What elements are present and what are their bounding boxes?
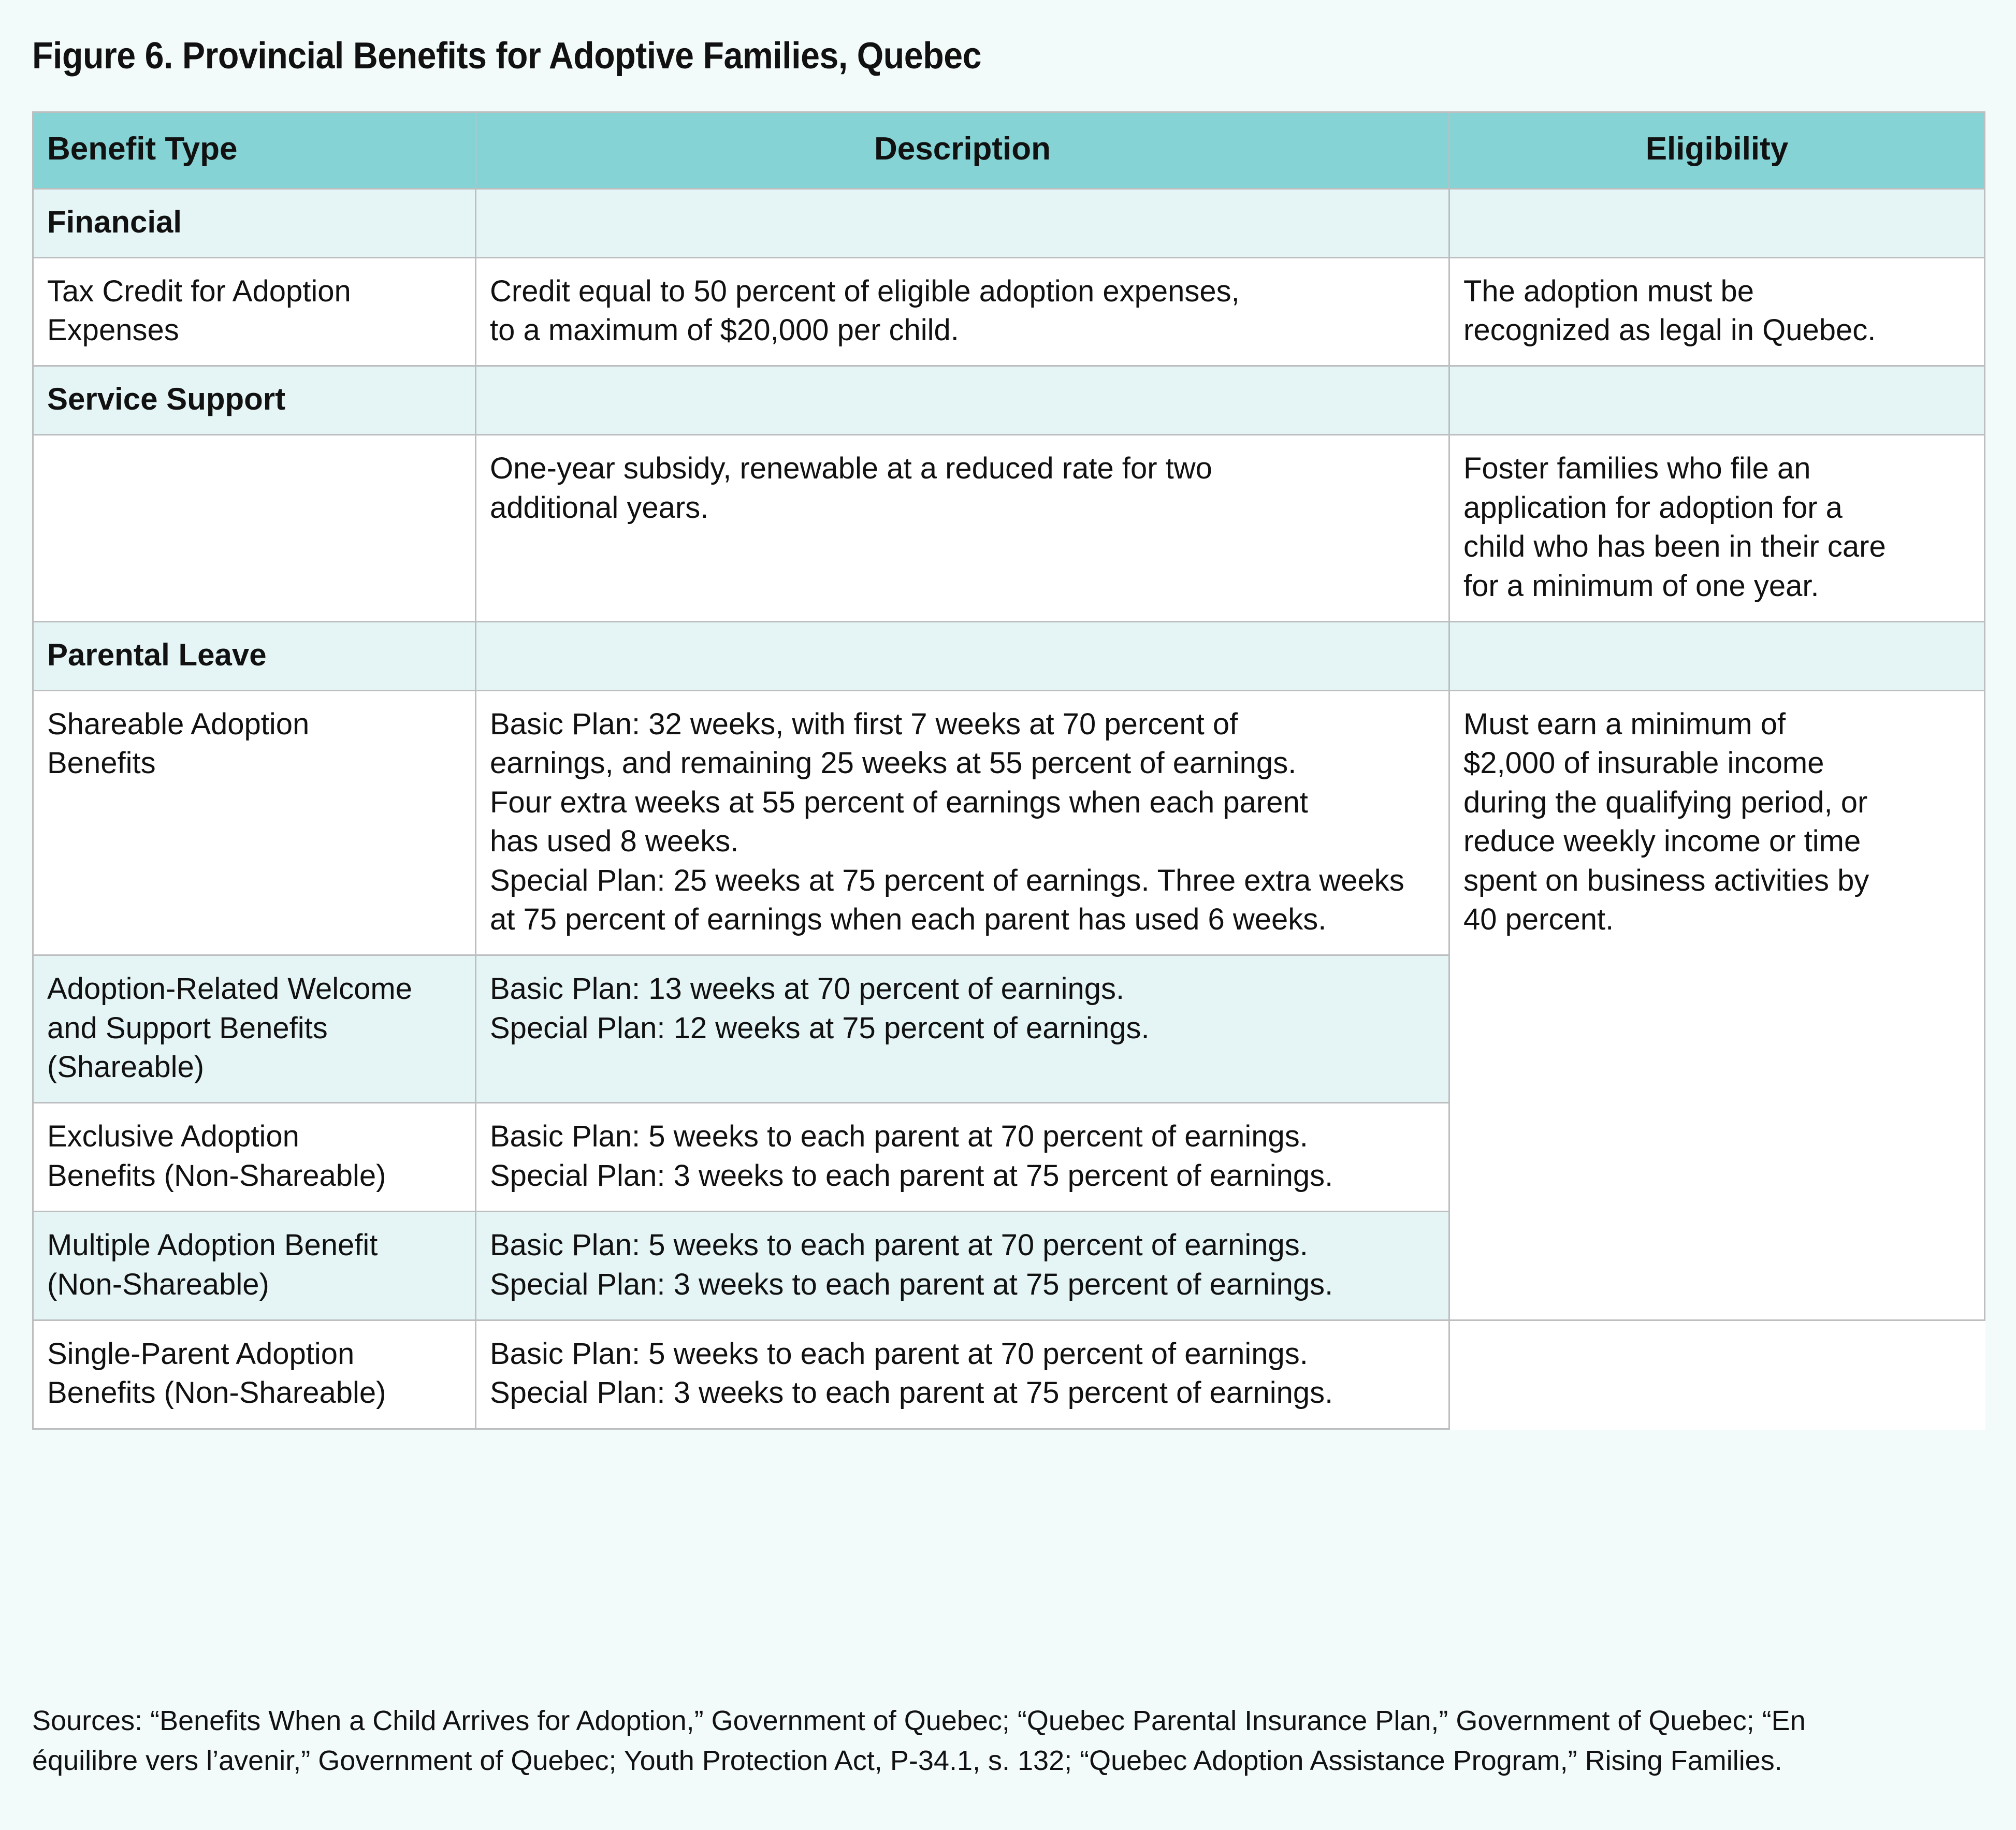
text-line: recognized as legal in Quebec. <box>1463 313 1876 347</box>
text-line: to a maximum of $20,000 per child. <box>490 313 959 347</box>
text-line: Special Plan: 3 weeks to each parent at … <box>490 1158 1333 1193</box>
text-line: for a minimum of one year. <box>1463 569 1819 603</box>
cell-description-single-parent-adoption: Basic Plan: 5 weeks to each parent at 70… <box>475 1319 1450 1430</box>
text-line: Exclusive Adoption <box>47 1120 299 1154</box>
benefits-table-wrapper: Benefit Type Description Eligibility Fin… <box>32 111 1985 1430</box>
section-filler-description <box>475 187 1450 258</box>
section-filler-eligibility <box>1448 365 1985 436</box>
column-header-eligibility: Eligibility <box>1448 111 1985 190</box>
text-line: application for adoption for a <box>1463 490 1843 525</box>
cell-description-multiple-adoption: Basic Plan: 5 weeks to each parent at 70… <box>475 1211 1450 1321</box>
text-line: child who has been in their care <box>1463 530 1886 564</box>
cell-benefit-type-shareable-adoption-benefits: Shareable Adoption Benefits <box>32 689 476 956</box>
text-line: (Shareable) <box>47 1050 205 1084</box>
cell-eligibility-spacer <box>1448 1320 1985 1429</box>
section-row-parental-leave: Parental Leave <box>32 620 1985 691</box>
text-line: Must earn a minimum of <box>1463 707 1786 741</box>
text-line: Multiple Adoption Benefit <box>47 1228 378 1262</box>
cell-benefit-type-multiple-adoption: Multiple Adoption Benefit (Non-Shareable… <box>32 1211 476 1321</box>
text-line: during the qualifying period, or <box>1463 785 1868 819</box>
column-header-description: Description <box>475 111 1450 190</box>
text-line: Four extra weeks at 55 percent of earnin… <box>490 785 1308 819</box>
text-line: reduce weekly income or time <box>1463 824 1861 859</box>
text-line: $2,000 of insurable income <box>1463 746 1824 780</box>
cell-benefit-type-exclusive-adoption: Exclusive Adoption Benefits (Non-Shareab… <box>32 1102 476 1213</box>
table-row-tax-credit: Tax Credit for Adoption Expenses Credit … <box>32 256 1985 367</box>
text-line: Credit equal to 50 percent of eligible a… <box>490 274 1240 308</box>
text-line: at 75 percent of earnings when each pare… <box>490 902 1327 936</box>
cell-eligibility-parental-leave: Must earn a minimum of $2,000 of insurab… <box>1448 689 1985 1321</box>
sources-line-1: Sources: “Benefits When a Child Arrives … <box>32 1705 1806 1736</box>
section-label-parental-leave: Parental Leave <box>32 620 476 691</box>
sources-line-2: équilibre vers l’avenir,” Government of … <box>32 1745 1782 1776</box>
text-line: The adoption must be <box>1463 274 1754 308</box>
cell-description-exclusive-adoption: Basic Plan: 5 weeks to each parent at 70… <box>475 1102 1450 1213</box>
text-line: Basic Plan: 5 weeks to each parent at 70… <box>490 1337 1308 1371</box>
cell-description-subsidy: One-year subsidy, renewable at a reduced… <box>475 434 1450 622</box>
text-line: One-year subsidy, renewable at a reduced… <box>490 452 1212 486</box>
table-body: Financial Tax Credit for Adoption Expens… <box>32 187 1985 1430</box>
sources-note: Sources: “Benefits When a Child Arrives … <box>32 1701 1948 1780</box>
benefits-table: Benefit Type Description Eligibility Fin… <box>32 111 1985 1430</box>
section-label-service-support: Service Support <box>32 365 476 436</box>
text-line: has used 8 weeks. <box>490 824 739 859</box>
table-row-shareable-adoption-benefits: Shareable Adoption Benefits Basic Plan: … <box>32 689 1985 1321</box>
section-filler-eligibility <box>1448 187 1985 258</box>
section-label-financial: Financial <box>32 187 476 258</box>
cell-benefit-type-single-parent-adoption: Single-Parent Adoption Benefits (Non-Sha… <box>32 1319 476 1430</box>
cell-benefit-type-subsidy <box>32 434 476 622</box>
section-filler-eligibility <box>1448 620 1985 691</box>
text-line: Shareable Adoption <box>47 707 310 741</box>
text-line: spent on business activities by <box>1463 863 1869 897</box>
text-line: (Non-Shareable) <box>47 1267 269 1301</box>
text-line: Adoption-Related Welcome <box>47 972 412 1006</box>
cell-eligibility-subsidy: Foster families who file an application … <box>1448 434 1985 622</box>
text-line: Basic Plan: 13 weeks at 70 percent of ea… <box>490 972 1125 1006</box>
header-row: Benefit Type Description Eligibility <box>32 111 1985 190</box>
cell-benefit-type-tax-credit: Tax Credit for Adoption Expenses <box>32 256 476 367</box>
table-row-multiple-adoption: Multiple Adoption Benefit (Non-Shareable… <box>32 1211 1985 1321</box>
text-line: Benefits (Non-Shareable) <box>47 1158 386 1193</box>
text-line: Special Plan: 3 weeks to each parent at … <box>490 1267 1333 1301</box>
cell-description-welcome-support: Basic Plan: 13 weeks at 70 percent of ea… <box>475 954 1450 1104</box>
text-line: Expenses <box>47 313 179 347</box>
table-row-single-parent-adoption: Single-Parent Adoption Benefits (Non-Sha… <box>32 1319 1985 1430</box>
cell-benefit-type-welcome-support: Adoption-Related Welcome and Support Ben… <box>32 954 476 1104</box>
text-line: 40 percent. <box>1463 902 1614 936</box>
text-line: Basic Plan: 5 weeks to each parent at 70… <box>490 1120 1308 1154</box>
section-row-financial: Financial <box>32 187 1985 258</box>
cell-eligibility-tax-credit: The adoption must be recognized as legal… <box>1448 256 1985 367</box>
section-filler-description <box>475 620 1450 691</box>
table-row-exclusive-adoption: Exclusive Adoption Benefits (Non-Shareab… <box>32 1102 1985 1213</box>
text-line: Basic Plan: 5 weeks to each parent at 70… <box>490 1228 1308 1262</box>
section-row-service-support: Service Support <box>32 365 1985 436</box>
section-filler-description <box>475 365 1450 436</box>
table-header: Benefit Type Description Eligibility <box>32 111 1985 190</box>
table-row-subsidy: One-year subsidy, renewable at a reduced… <box>32 434 1985 622</box>
text-line: Foster families who file an <box>1463 452 1811 486</box>
text-line: and Support Benefits <box>47 1011 328 1045</box>
text-line: Special Plan: 12 weeks at 75 percent of … <box>490 1011 1150 1045</box>
text-line: Special Plan: 25 weeks at 75 percent of … <box>490 863 1404 897</box>
text-line: Basic Plan: 32 weeks, with first 7 weeks… <box>490 707 1238 741</box>
text-line: additional years. <box>490 490 709 525</box>
text-line: Special Plan: 3 weeks to each parent at … <box>490 1376 1333 1410</box>
figure-title: Figure 6. Provincial Benefits for Adopti… <box>32 35 981 77</box>
column-header-benefit-type: Benefit Type <box>32 111 476 190</box>
cell-description-tax-credit: Credit equal to 50 percent of eligible a… <box>475 256 1450 367</box>
text-line: Benefits (Non-Shareable) <box>47 1376 386 1410</box>
cell-description-shareable-adoption-benefits: Basic Plan: 32 weeks, with first 7 weeks… <box>475 689 1450 956</box>
text-line: Benefits <box>47 746 156 780</box>
text-line: Tax Credit for Adoption <box>47 274 351 308</box>
table-row-welcome-support: Adoption-Related Welcome and Support Ben… <box>32 954 1985 1104</box>
text-line: Single-Parent Adoption <box>47 1337 355 1371</box>
text-line: earnings, and remaining 25 weeks at 55 p… <box>490 746 1297 780</box>
